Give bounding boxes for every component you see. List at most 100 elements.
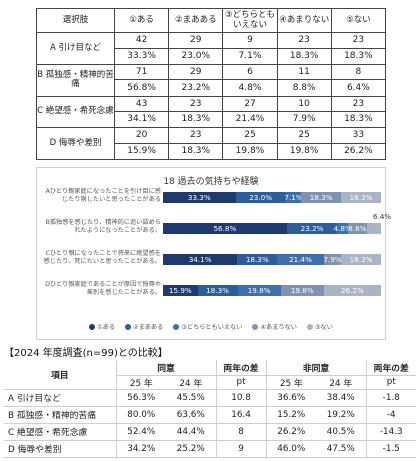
item-cell: C 絶望感・希死念慮 (4, 423, 116, 441)
year-25-header: 25 年 (115, 375, 166, 390)
bar-segment: 18.3% (197, 285, 238, 296)
table-row: B 孤独感・精神的苦痛 80.0% 63.6% 16.4 15.2% 19.2%… (4, 406, 417, 424)
percent-cell: 23.0% (168, 47, 224, 66)
bar-row: 33.3% 23.0% 7.1% 18.3% 18.3% (163, 192, 381, 203)
bar-row: 56.8% 23.2% 4.8% 8.8% (163, 223, 381, 234)
comparison-table: 項目 同意 両年の差 非同意 両年の差 25 年 24 年 pt 25 年 24… (4, 360, 417, 459)
table-row: A 引け目など 56.3% 45.5% 10.8 36.6% 38.4% -1.… (4, 389, 417, 407)
agree-25-cell: 80.0% (115, 406, 166, 424)
legend-item: ②まあある (125, 322, 163, 331)
table-row: 15.9% 18.3% 19.8% 19.8% 26.2% (37, 142, 387, 161)
agree-diff-cell: 8 (215, 423, 267, 441)
bar-segment: 15.9% (163, 285, 198, 296)
col-header: ③どちらともいえない (222, 7, 278, 34)
percent-cell: 4.8% (222, 79, 278, 97)
bar-segment: 26.2% (323, 285, 381, 296)
bar-row: 34.1% 18.3% 21.4% 7.9% 18.3% (163, 254, 381, 265)
year-24-header: 24 年 (166, 375, 217, 390)
count-cell: 23 (168, 95, 224, 113)
col-header: ④あまりない (276, 7, 332, 34)
bar-segment: 23.2% (286, 223, 338, 234)
year-25-header: 25 年 (265, 375, 317, 390)
bar-segment: 19.8% (280, 285, 324, 296)
legend-item: ⑤ない (306, 322, 333, 331)
comparison-title: 【2024 年度調査(n=99)との比較】 (4, 348, 168, 359)
table-header-row: 選択肢 ①ある ②まあある ③どちらともいえない ④あまりない ⑤ない (36, 7, 387, 34)
percent-cell: 6.4% (330, 79, 387, 97)
bar-segment: 21.4% (277, 254, 324, 265)
count-cell: 42 (113, 32, 170, 49)
item-cell: B 孤独感・精神的苦痛 (4, 406, 116, 424)
chart-legend: ①ある ②まあある ③どちらともいえない ④あまりない ⑤ない (37, 322, 385, 331)
category-label: Cひとり親になったことで将来に絶望感を感じたり、死にたいと思ったことがある。 (43, 250, 161, 266)
count-cell: 23 (168, 127, 224, 144)
bar-segment: 18.3% (341, 254, 381, 265)
percent-cell: 19.8% (276, 142, 332, 161)
pt-header: pt (365, 375, 417, 390)
bar-segment: 18.3% (301, 192, 342, 203)
col-header: ⑤ない (330, 7, 387, 34)
count-cell: 10 (276, 95, 332, 113)
legend-item: ①ある (89, 322, 115, 331)
percent-cell: 18.3% (168, 142, 224, 161)
agree-header: 同意 (115, 360, 217, 376)
percent-cell: 18.3% (330, 110, 387, 129)
disagree-24-cell: 40.5% (316, 423, 367, 441)
chart-title: 18 過去の気持ちや経験 (163, 177, 259, 187)
item-header: 項目 (4, 360, 116, 390)
percent-cell: 21.4% (222, 110, 278, 129)
count-cell: 43 (113, 95, 170, 113)
legend-swatch (125, 323, 132, 330)
bar-segment: 34.1% (163, 254, 238, 265)
percent-cell: 23.2% (168, 79, 224, 97)
percent-cell: 18.3% (168, 110, 224, 129)
percent-cell: 7.9% (276, 110, 332, 129)
response-count-table: 選択肢 ①ある ②まあある ③どちらともいえない ④あまりない ⑤ない A 引け… (36, 7, 387, 161)
agree-24-cell: 44.4% (166, 423, 217, 441)
col-header: ②まあある (168, 7, 224, 34)
legend-item: ③どちらともいえない (173, 322, 242, 331)
percent-cell: 15.9% (113, 142, 170, 161)
table-row: B 孤独感・精神的苦痛 71 29 6 11 8 (36, 64, 387, 97)
count-cell: 25 (276, 127, 332, 144)
bar-segment: 4.8% (333, 223, 352, 234)
agree-25-cell: 34.2% (115, 440, 166, 459)
category-label: B孤独感を感じたり、精神的に追い詰められたようになったことがある。 (45, 219, 161, 235)
count-cell: 29 (168, 32, 224, 49)
count-cell: 11 (276, 64, 332, 81)
legend-label: ③どちらともいえない (181, 324, 243, 331)
bar-row: 15.9% 18.3% 19.8% 19.8% 26.2% (163, 285, 381, 296)
bar-segment: 33.3% (163, 192, 236, 203)
count-cell: 23 (330, 32, 387, 49)
disagree-24-cell: 19.2% (316, 406, 367, 424)
agree-diff-cell: 10.8 (215, 389, 267, 407)
row-label: C 絶望感・希死念慮 (36, 95, 115, 129)
disagree-diff-cell: -1.8 (365, 389, 417, 407)
disagree-diff-cell: -1.5 (365, 440, 417, 459)
category-label: Aひとり親家庭になったことを引け目に感じたり隠したいと思ったことがある (45, 188, 161, 204)
percent-cell: 7.1% (222, 47, 278, 66)
disagree-diff-header: 両年の差 (365, 360, 417, 376)
bar-segment: 56.8% (163, 223, 287, 234)
category-label: Dひとり親家庭であることが原因で侮辱や差別を感じたことがある。 (45, 281, 161, 297)
percent-cell: 18.3% (276, 47, 332, 66)
count-cell: 25 (222, 127, 278, 144)
col-header: ①ある (113, 7, 170, 34)
table-subheader-row: 25 年 24 年 pt 25 年 24 年 pt (4, 375, 417, 390)
count-cell: 23 (330, 95, 387, 113)
disagree-25-cell: 36.6% (265, 389, 317, 407)
bar-segment: 19.8% (237, 285, 281, 296)
legend-swatch (306, 323, 313, 330)
bar-segment: 8.8% (347, 223, 367, 234)
pt-header: pt (215, 375, 267, 390)
year-24-header: 24 年 (316, 375, 367, 390)
bar-segment: 18.3% (237, 254, 278, 265)
disagree-25-cell: 46.0% (265, 440, 317, 459)
agree-24-cell: 45.5% (166, 389, 217, 407)
table-row: 33.3% 23.0% 7.1% 18.3% 18.3% (37, 47, 387, 66)
disagree-diff-cell: -4 (365, 406, 417, 424)
table-row: C 絶望感・希死念慮 52.4% 44.4% 8 26.2% 40.5% -14… (4, 423, 417, 441)
count-cell: 29 (168, 64, 224, 81)
legend-swatch (252, 323, 259, 330)
percent-cell: 34.1% (113, 110, 170, 129)
